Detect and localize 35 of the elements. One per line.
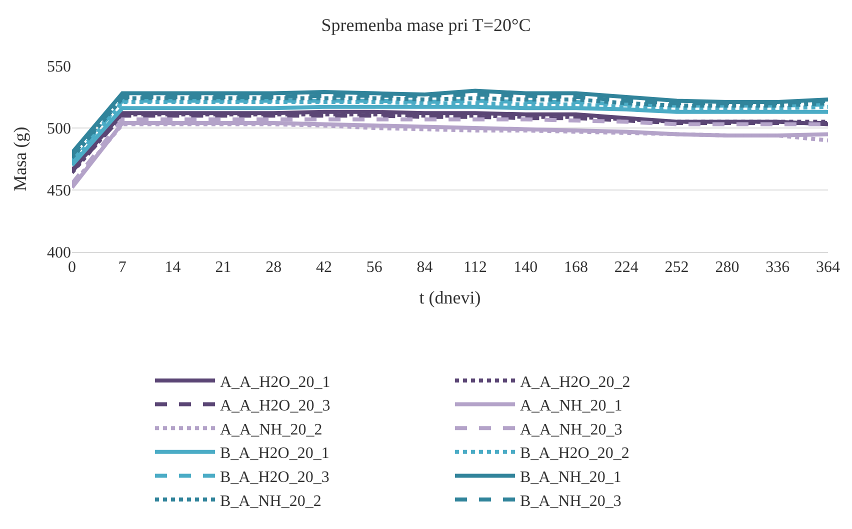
x-tick-label: 112 — [463, 259, 487, 276]
x-tick-label: 7 — [118, 259, 126, 276]
x-tick-label: 168 — [564, 259, 588, 276]
legend-label: A_A_H2O_20_1 — [220, 374, 330, 391]
x-tick-label: 0 — [68, 259, 76, 276]
chart-title: Spremenba mase pri T=20°C — [321, 15, 531, 36]
legend-label: A_A_H2O_20_2 — [520, 374, 630, 391]
y-tick-label: 550 — [47, 58, 71, 76]
x-tick-label: 252 — [664, 259, 689, 276]
legend-label: A_A_H2O_20_3 — [220, 398, 330, 415]
x-tick-label: 56 — [366, 259, 382, 276]
legend-label: B_A_NH_20_2 — [220, 492, 322, 510]
legend-label: A_A_NH_20_1 — [520, 398, 622, 415]
x-tick-label: 14 — [164, 259, 181, 276]
legend-label: B_A_H2O_20_2 — [520, 445, 630, 462]
legend-label: B_A_NH_20_3 — [520, 492, 622, 510]
legend-label: B_A_H2O_20_3 — [220, 468, 330, 486]
x-axis-title: t (dnevi) — [419, 287, 481, 308]
y-tick-label: 450 — [47, 182, 71, 200]
y-axis-title: Masa (g) — [10, 126, 30, 192]
x-tick-label: 280 — [715, 259, 740, 276]
x-tick-label: 42 — [316, 259, 332, 276]
legend-label: B_A_H2O_20_1 — [220, 445, 330, 462]
x-tick-label: 224 — [614, 259, 638, 276]
legend-label: A_A_NH_20_3 — [520, 421, 622, 438]
x-tick-label: 28 — [266, 259, 282, 276]
x-tick-label: 336 — [766, 259, 790, 276]
y-tick-label: 500 — [47, 120, 71, 138]
x-tick-label: 84 — [416, 259, 433, 276]
x-tick-label: 140 — [514, 259, 538, 276]
x-tick-label: 21 — [215, 259, 232, 276]
x-tick-label: 364 — [816, 259, 840, 276]
legend-label: B_A_NH_20_1 — [520, 468, 622, 486]
y-tick-label: 400 — [47, 244, 71, 262]
legend-label: A_A_NH_20_2 — [220, 421, 322, 438]
